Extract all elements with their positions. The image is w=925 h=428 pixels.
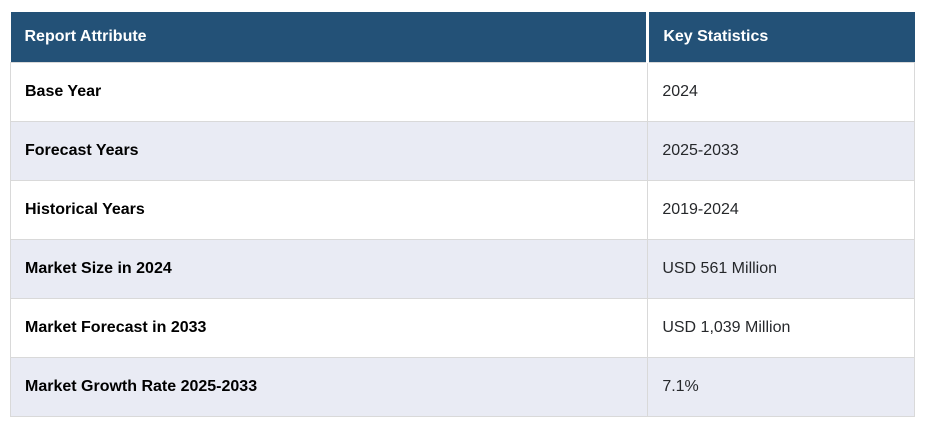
value-cell: 2024	[647, 61, 915, 122]
table-row-base-year: Base Year 2024	[9, 61, 915, 122]
attribute-cell: Market Forecast in 2033	[9, 297, 649, 358]
attribute-cell: Market Size in 2024	[9, 238, 649, 299]
value-cell: USD 1,039 Million	[647, 297, 915, 358]
table-row-forecast-years: Forecast Years 2025-2033	[9, 120, 915, 181]
value-cell: 7.1%	[647, 356, 915, 417]
report-key-statistics-table: Report Attribute Key Statistics Base Yea…	[9, 12, 915, 417]
value-cell: USD 561 Million	[647, 238, 915, 299]
attribute-cell: Base Year	[9, 61, 649, 122]
table-row-market-growth-rate: Market Growth Rate 2025-2033 7.1%	[9, 356, 915, 417]
column-header-key-statistics: Key Statistics	[647, 12, 915, 62]
table-row-historical-years: Historical Years 2019-2024	[9, 179, 915, 240]
value-cell: 2025-2033	[647, 120, 915, 181]
report-statistics-table-container: Report Attribute Key Statistics Base Yea…	[9, 12, 915, 418]
table-header-row: Report Attribute Key Statistics	[10, 12, 915, 62]
value-cell: 2019-2024	[647, 179, 915, 240]
attribute-cell: Market Growth Rate 2025-2033	[9, 356, 649, 417]
table-row-market-forecast: Market Forecast in 2033 USD 1,039 Millio…	[9, 297, 915, 358]
attribute-cell: Historical Years	[9, 179, 649, 240]
attribute-cell: Forecast Years	[9, 120, 649, 181]
column-header-report-attribute: Report Attribute	[10, 12, 650, 62]
table-row-market-size: Market Size in 2024 USD 561 Million	[9, 238, 915, 299]
